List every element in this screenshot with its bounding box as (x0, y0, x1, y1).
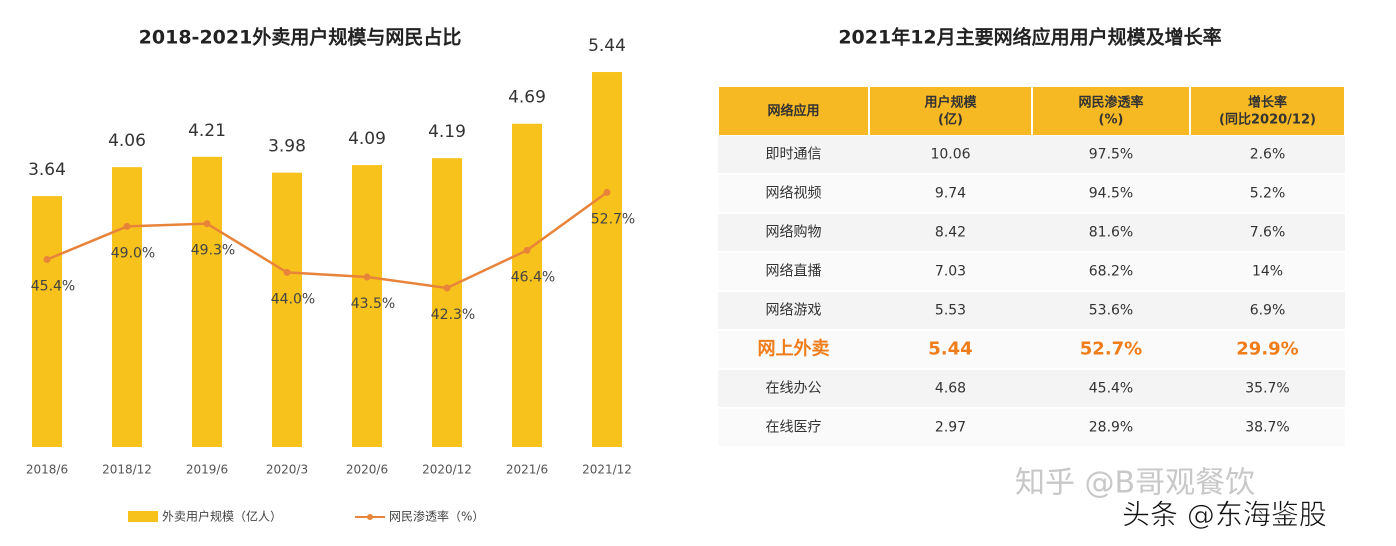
bar (512, 123, 542, 447)
table-row (718, 292, 1345, 329)
table-cell: 10.06 (930, 147, 970, 163)
line-value-label: 44.0% (271, 291, 315, 307)
header-text: 用户规模(亿) (923, 94, 977, 127)
watermark: 知乎 @B哥观餐饮 (1015, 466, 1255, 501)
table-cell: 2.97 (935, 420, 966, 436)
line-value-label: 49.0% (111, 245, 155, 261)
line-marker (43, 256, 51, 264)
line-value-label: 43.5% (351, 296, 395, 312)
table-cell: 9.74 (935, 186, 966, 202)
line-value-label: 45.4% (31, 279, 75, 295)
table-cell: 68.2% (1089, 264, 1133, 280)
table-cell: 97.5% (1089, 147, 1133, 163)
bar (432, 158, 462, 448)
table-cell: 5.2% (1250, 186, 1286, 202)
table-row (718, 214, 1345, 251)
x-tick-label: 2021/12 (582, 463, 632, 477)
table-cell: 53.6% (1089, 303, 1133, 319)
table-row (718, 253, 1345, 290)
table-row (718, 136, 1345, 173)
table-cell: 2.6% (1250, 147, 1286, 163)
x-tick-label: 2019/6 (186, 463, 228, 477)
line-marker (443, 284, 451, 292)
line-marker (363, 273, 371, 281)
bar-value-label: 4.21 (188, 121, 226, 141)
header-cell (1191, 87, 1344, 135)
line-marker (203, 220, 211, 228)
header-cell (1033, 87, 1189, 135)
table-cell: 在线办公 (766, 381, 822, 397)
bar (192, 156, 222, 447)
bar (32, 196, 62, 447)
bar-value-label: 4.19 (428, 122, 466, 142)
x-tick-label: 2018/6 (26, 463, 68, 477)
bar (352, 165, 382, 447)
legend-label: 外卖用户规模（亿人） (162, 509, 282, 524)
line (46, 191, 608, 290)
bar-value-label: 3.98 (268, 137, 306, 157)
bar-value-label: 4.09 (348, 129, 386, 149)
header-text: 网民渗透率(%) (1078, 94, 1143, 127)
bar (592, 72, 622, 448)
table-cell: 14% (1252, 264, 1283, 280)
legend-swatch (367, 514, 373, 520)
line-value-label: 42.3% (431, 307, 475, 323)
line-marker (123, 222, 131, 230)
table-cell: 7.6% (1250, 225, 1286, 241)
table-row (718, 175, 1345, 212)
table-row (718, 331, 1345, 368)
bar-value-label: 3.64 (28, 160, 66, 180)
x-tick-label: 2020/3 (266, 463, 308, 477)
bar (112, 167, 142, 447)
table-cell: 29.9% (1236, 339, 1298, 360)
line-marker (603, 188, 611, 196)
watermark: 头条 @东海鉴股 (1122, 498, 1327, 531)
table-cell: 即时通信 (766, 147, 822, 163)
table-title: 2021年12月主要网络应用用户规模及增长率 (838, 26, 1221, 49)
line-marker (523, 246, 531, 254)
table-cell: 网络购物 (766, 225, 822, 241)
header-cell (870, 87, 1031, 135)
table-row (718, 370, 1345, 407)
legend-swatch (128, 511, 158, 522)
table-cell: 35.7% (1245, 381, 1289, 397)
legend-label: 网民渗透率（%） (389, 509, 484, 524)
x-tick-label: 2021/6 (506, 463, 548, 477)
bar (272, 172, 302, 447)
line-marker (283, 268, 291, 276)
header-cell (719, 87, 868, 135)
x-tick-label: 2020/6 (346, 463, 388, 477)
table-cell: 8.42 (935, 225, 966, 241)
chart-title: 2018-2021外卖用户规模与网民占比 (139, 26, 462, 49)
table-cell: 5.44 (928, 339, 972, 360)
table-cell: 6.9% (1250, 303, 1286, 319)
table-cell: 网络游戏 (766, 303, 822, 319)
table-cell: 4.68 (935, 381, 966, 397)
table-cell: 45.4% (1089, 381, 1133, 397)
table-cell: 5.53 (935, 303, 966, 319)
line-value-label: 49.3% (191, 243, 235, 259)
table-cell: 38.7% (1245, 420, 1289, 436)
line-value-label: 52.7% (591, 211, 635, 227)
x-tick-label: 2020/12 (422, 463, 472, 477)
bar-value-label: 4.06 (108, 131, 146, 151)
table-cell: 81.6% (1089, 225, 1133, 241)
table-cell: 在线医疗 (766, 420, 822, 436)
bar-value-label: 5.44 (588, 36, 626, 56)
header-text: 增长率(同比2020/12) (1219, 94, 1316, 127)
line-value-label: 46.4% (511, 269, 555, 285)
table-cell: 28.9% (1089, 420, 1133, 436)
table-cell: 网络视频 (766, 186, 822, 202)
table-cell: 网上外卖 (758, 338, 830, 360)
bar-value-label: 4.69 (508, 88, 546, 108)
table-cell: 94.5% (1089, 186, 1133, 202)
table-cell: 7.03 (935, 264, 966, 280)
x-tick-label: 2018/12 (102, 463, 152, 477)
header-text: 网络应用 (767, 103, 819, 119)
table-row (718, 409, 1345, 446)
table-cell: 52.7% (1080, 339, 1142, 360)
table-cell: 网络直播 (766, 263, 822, 280)
